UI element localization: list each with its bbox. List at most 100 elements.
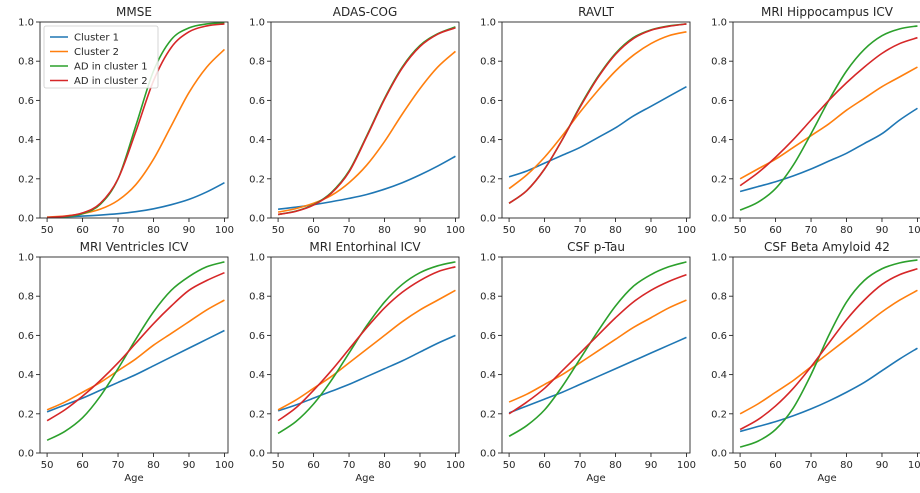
- y-tick-label: 0.8: [249, 57, 265, 68]
- series-line-4: [508, 23, 687, 204]
- x-tick-label: 100: [677, 225, 696, 236]
- y-tick-label: 0.8: [711, 292, 727, 303]
- y-tick-label: 0.0: [480, 449, 496, 460]
- series-line-1: [277, 334, 456, 412]
- series-line-1: [739, 107, 918, 193]
- subplot-8: CSF Beta Amyloid 42 50 60 70 80 90 100 0.0 0.2 0.…: [711, 240, 920, 484]
- y-tick-label: 0.6: [711, 96, 727, 107]
- x-tick-label: 60: [307, 225, 320, 236]
- subplot-title: MMSE: [116, 5, 152, 19]
- subplot-title: ADAS-COG: [333, 5, 398, 19]
- x-tick-label: 70: [805, 225, 818, 236]
- x-tick-label: 100: [446, 460, 465, 471]
- y-tick-label: 0.6: [480, 331, 496, 342]
- y-tick-label: 1.0: [480, 253, 496, 264]
- x-tick-label: 80: [378, 460, 391, 471]
- x-tick-label: 90: [645, 225, 658, 236]
- series-lines: [47, 22, 226, 218]
- y-tick-label: 0.2: [711, 174, 727, 185]
- y-tick-label: 0.8: [480, 292, 496, 303]
- x-tick-label: 70: [112, 225, 125, 236]
- series-line-3: [739, 259, 918, 448]
- x-tick-label: 50: [272, 225, 285, 236]
- x-tick-label: 70: [574, 225, 587, 236]
- axes-frame: [270, 21, 460, 219]
- y-tick-label: 1.0: [249, 253, 265, 264]
- y-tick-label: 1.0: [249, 18, 265, 29]
- series-line-4: [739, 36, 918, 187]
- y-tick-label: 0.4: [480, 370, 496, 381]
- series-line-4: [277, 266, 456, 422]
- y-tick-label: 0.4: [18, 135, 34, 146]
- legend-frame: [43, 25, 159, 89]
- x-tick-label: 60: [307, 460, 320, 471]
- series-line-4: [739, 267, 918, 431]
- x-tick-label: 70: [343, 225, 356, 236]
- y-tick-label: 0.0: [249, 449, 265, 460]
- series-line-3: [739, 25, 918, 211]
- subplot-title: CSF Beta Amyloid 42: [764, 240, 890, 254]
- x-tick-label: 70: [805, 460, 818, 471]
- subplot-title: MRI Hippocampus ICV: [761, 5, 894, 19]
- series-line-4: [277, 27, 456, 216]
- x-tick-label: 50: [41, 225, 54, 236]
- x-axis-label: Age: [355, 473, 374, 484]
- series-line-3: [277, 26, 456, 216]
- x-tick-label: 70: [574, 460, 587, 471]
- series-lines: [739, 259, 918, 448]
- y-tick-label: 0.6: [249, 96, 265, 107]
- x-tick-label: 90: [183, 460, 196, 471]
- x-tick-label: 100: [908, 460, 920, 471]
- x-tick-label: 50: [41, 460, 54, 471]
- x-tick-label: 90: [183, 225, 196, 236]
- y-tick-label: 0.2: [249, 174, 265, 185]
- series-lines: [508, 23, 687, 204]
- subplot-title: RAVLT: [578, 5, 615, 19]
- y-tick-label: 0.4: [480, 135, 496, 146]
- x-tick-label: 50: [734, 225, 747, 236]
- series-line-4: [46, 271, 225, 422]
- y-tick-label: 0.8: [249, 292, 265, 303]
- x-tick-label: 60: [769, 460, 782, 471]
- x-tick-label: 100: [446, 225, 465, 236]
- series-line-3: [508, 261, 687, 438]
- subplot-4: MRI Hippocampus ICV 50 60 70 80 90 100 0.0 0.2 0.…: [711, 5, 920, 236]
- x-tick-label: 50: [272, 460, 285, 471]
- subplot-7: CSF p-Tau 50 60 70 80 90 100 0.0 0.2 0.4 0.6 0.8 1.0…: [480, 240, 696, 484]
- subplot-1: MMSE 50 60 70 80 90 100 0.0 0.2 0.4 0.6 0.8 1.0 Clust…: [18, 5, 234, 236]
- y-tick-label: 0.0: [711, 449, 727, 460]
- y-tick-label: 0.0: [18, 449, 34, 460]
- series-line-4: [508, 273, 687, 415]
- y-tick-label: 0.2: [18, 409, 34, 420]
- legend: Cluster 1 Cluster 2 AD in cluster 1 AD in c…: [43, 25, 159, 89]
- y-tick-label: 0.8: [711, 57, 727, 68]
- x-tick-label: 70: [343, 460, 356, 471]
- x-tick-label: 90: [414, 225, 427, 236]
- x-tick-label: 50: [503, 225, 516, 236]
- x-axis-label: Age: [586, 473, 605, 484]
- y-tick-label: 0.6: [480, 96, 496, 107]
- x-tick-label: 100: [215, 225, 234, 236]
- x-tick-label: 80: [147, 225, 160, 236]
- x-tick-label: 90: [876, 225, 889, 236]
- y-tick-label: 0.0: [480, 214, 496, 225]
- x-tick-label: 90: [645, 460, 658, 471]
- x-tick-label: 60: [76, 460, 89, 471]
- series-lines: [508, 261, 687, 438]
- x-axis-label: Age: [124, 473, 143, 484]
- series-line-2: [277, 50, 456, 213]
- axes-frame: [501, 21, 691, 219]
- y-tick-label: 1.0: [18, 253, 34, 264]
- legend-entry-label: AD in cluster 1: [74, 62, 148, 73]
- y-tick-label: 0.2: [480, 409, 496, 420]
- y-tick-label: 0.2: [18, 174, 34, 185]
- subplot-5: MRI Ventricles ICV 50 60 70 80 90 100 0.0 0.2 0.4…: [18, 240, 234, 484]
- y-tick-label: 1.0: [711, 18, 727, 29]
- subplot-title: CSF p-Tau: [567, 240, 625, 254]
- subplot-3: RAVLT 50 60 70 80 90 100 0.0 0.2 0.4 0.6 0.8 1.0: [480, 5, 696, 236]
- subplot-title: MRI Ventricles ICV: [80, 240, 190, 254]
- y-tick-label: 1.0: [711, 253, 727, 264]
- series-line-2: [508, 31, 687, 190]
- axes-frame: [39, 256, 229, 454]
